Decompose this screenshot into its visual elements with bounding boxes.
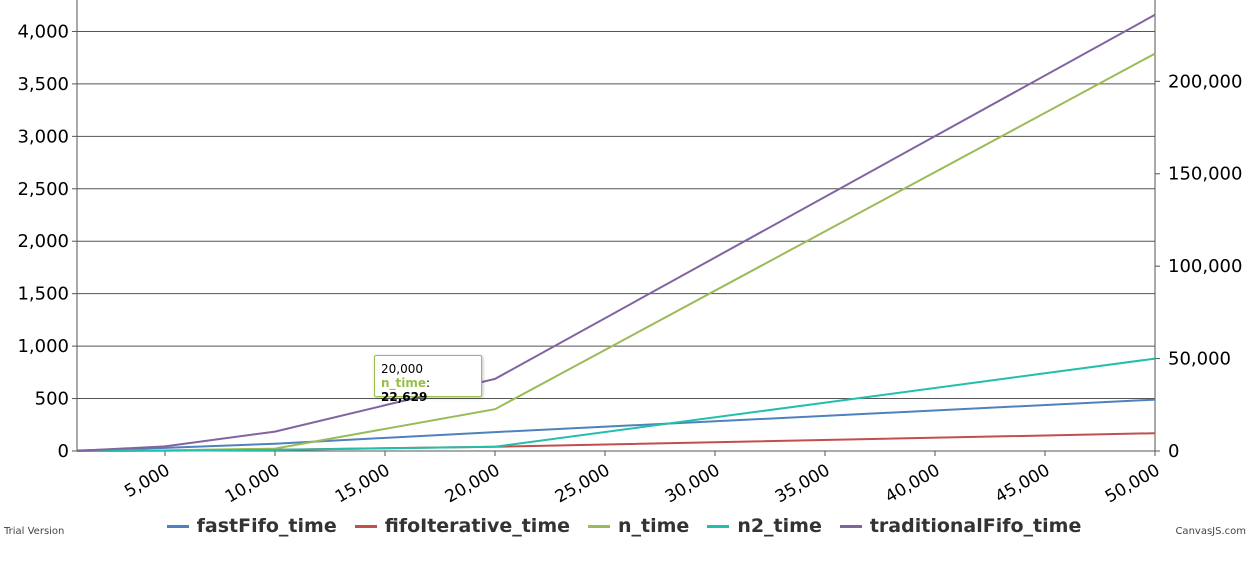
x-tick-label: 25,000 (552, 460, 614, 507)
tooltip-value: 22,629 (381, 390, 428, 404)
legend-swatch (707, 524, 730, 528)
legend-item[interactable]: traditionalFifo_time (839, 515, 1082, 537)
x-tick-label: 20,000 (442, 460, 504, 507)
y-right-tick-label: 100,000 (1168, 256, 1242, 277)
legend-item[interactable]: n_time (588, 515, 689, 537)
x-tick-label: 40,000 (882, 460, 944, 507)
legend-swatch (588, 524, 610, 528)
tooltip-x-label: 20,000 (381, 362, 423, 376)
series-line-n-time (76, 52, 1156, 452)
y-left-tick-label: 500 (35, 389, 69, 410)
x-tick-label: 15,000 (332, 460, 394, 507)
legend-label: fifoIterative_time (384, 515, 570, 537)
legend-item[interactable]: n2_time (707, 515, 822, 537)
series-lines (76, 13, 1156, 452)
legend-label: n_time (618, 515, 690, 537)
y-left-tick-label: 2,500 (17, 179, 69, 200)
series-line-fastfifo-time (76, 398, 1156, 452)
x-tick-label: 30,000 (662, 460, 724, 507)
y-right-tick-label: 0 (1168, 441, 1179, 462)
tooltip-series-name: n_time (381, 376, 427, 390)
y-left-tick-label: 3,500 (17, 74, 69, 95)
legend-swatch (166, 524, 189, 528)
x-axis: 5,000 10,000 15,000 20,000 25,000 30,000 35,00… (77, 450, 1164, 507)
y-left-tick-label: 1,500 (17, 284, 69, 305)
legend-swatch (354, 524, 377, 528)
legend-swatch (839, 524, 862, 528)
y-right-tick-label: 50,000 (1168, 349, 1231, 370)
x-tick-label: 45,000 (992, 460, 1054, 507)
x-tick-label: 50,000 (1102, 460, 1164, 507)
series-line-traditionalfifo-time (76, 13, 1156, 452)
y-left-tick-label: 0 (58, 441, 69, 462)
legend-item[interactable]: fifoIterative_time (354, 515, 570, 537)
x-tick-label: 5,000 (121, 460, 173, 502)
x-tick-label: 35,000 (772, 460, 834, 507)
y-left-tick-label: 3,000 (17, 126, 69, 147)
y-left-tick-label: 1,000 (17, 336, 69, 357)
y-right-tick-label: 150,000 (1168, 164, 1242, 185)
legend: fastFifo_time fifoIterative_time n_time n2_… (0, 510, 1248, 542)
line-chart: 05001,0001,5002,0002,5003,0003,5004,000 … (17, 0, 1242, 507)
series-line-n2-time (76, 357, 1156, 452)
legend-label: fastFifo_time (196, 515, 337, 537)
legend-item[interactable]: fastFifo_time (166, 515, 337, 537)
tooltip: 20,000 n_time: 22,629 (374, 355, 482, 404)
legend-label: traditionalFifo_time (869, 515, 1082, 537)
gridlines (77, 30, 1155, 400)
x-tick-label: 10,000 (222, 460, 284, 507)
y-left-tick-label: 4,000 (17, 21, 69, 42)
trial-version-label: Trial Version (4, 526, 65, 537)
canvasjs-credit-link[interactable]: CanvasJS.com (1175, 526, 1246, 537)
legend-label: n2_time (737, 515, 822, 537)
y-axis-right: 0 50,000 100,000 150,000 200,000 (1154, 0, 1242, 462)
y-left-tick-label: 2,000 (17, 231, 69, 252)
y-axis-left: 0 500 1,000 1,500 2,000 2,500 3,000 3,500 4,000 (17, 0, 78, 462)
y-right-tick-label: 200,000 (1168, 71, 1242, 92)
